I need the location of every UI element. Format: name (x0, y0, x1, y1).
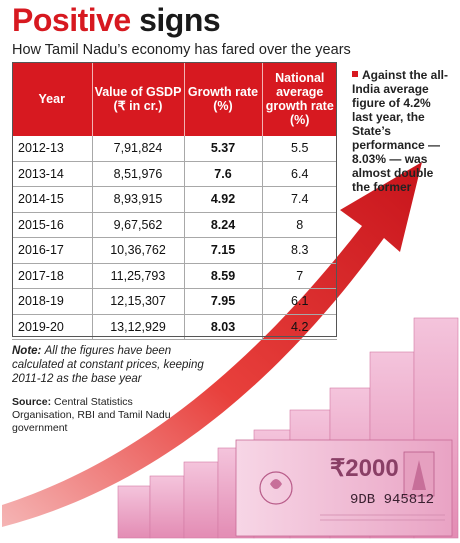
cell-year: 2014-15 (12, 186, 92, 213)
cell-year: 2018-19 (12, 288, 92, 315)
cell-growth: 7.6 (183, 161, 262, 187)
cell-gsdp: 12,15,307 (91, 288, 184, 315)
cell-growth: 8.59 (183, 263, 262, 289)
cell-gsdp: 13,12,929 (91, 314, 184, 340)
table-row: 2019-20 13,12,929 8.03 4.2 (12, 314, 337, 340)
callout-bullet (352, 71, 358, 77)
cell-growth: 5.37 (183, 136, 262, 162)
table-row: 2017-18 11,25,793 8.59 7 (12, 263, 337, 289)
cell-year: 2017-18 (12, 263, 92, 289)
cell-growth: 8.03 (183, 314, 262, 340)
note-label: Note: (12, 345, 42, 357)
callout-body: Against the all-India average figure of … (352, 68, 449, 194)
cell-year: 2016-17 (12, 237, 92, 264)
cell-growth: 7.95 (183, 288, 262, 315)
table-row: 2012-13 7,91,824 5.37 5.5 (12, 136, 337, 162)
cell-growth: 7.15 (183, 237, 262, 264)
cell-year: 2019-20 (12, 314, 92, 340)
cell-gsdp: 9,67,562 (91, 212, 184, 238)
banknote-value: ₹2000 (330, 455, 399, 482)
cell-national: 5.5 (261, 136, 337, 162)
table-row: 2016-17 10,36,762 7.15 8.3 (12, 237, 337, 264)
cell-growth: 8.24 (183, 212, 262, 238)
growth-arrow-icon (2, 162, 422, 527)
cell-year: 2015-16 (12, 212, 92, 238)
title-signs: signs (139, 2, 221, 38)
cell-national: 7 (261, 263, 337, 289)
note-text: All the figures have been calculated at … (12, 345, 204, 385)
gsdp-table: Year Value of GSDP (₹ in cr.) Growth rat… (12, 62, 337, 340)
cell-national: 4.2 (261, 314, 337, 340)
cell-gsdp: 10,36,762 (91, 237, 184, 264)
banknote-serial: 9DB 945812 (350, 492, 434, 508)
banknote-stack-icon (117, 317, 459, 539)
header-national: National average growth rate (%) (261, 62, 337, 136)
title-positive: Positive (12, 2, 131, 38)
table-row: 2014-15 8,93,915 4.92 7.4 (12, 186, 337, 213)
cell-national: 7.4 (261, 186, 337, 213)
cell-growth: 4.92 (183, 186, 262, 213)
footnote: Note: All the figures have been calculat… (12, 344, 217, 386)
callout-text: Against the all-India average figure of … (352, 68, 452, 194)
cell-gsdp: 7,91,824 (91, 136, 184, 162)
cell-national: 8 (261, 212, 337, 238)
table-row: 2013-14 8,51,976 7.6 6.4 (12, 161, 337, 187)
cell-national: 6.4 (261, 161, 337, 187)
table-header-row: Year Value of GSDP (₹ in cr.) Growth rat… (12, 62, 337, 136)
source-credit: Source: Central Statistics Organisation,… (12, 396, 187, 435)
cell-year: 2012-13 (12, 136, 92, 162)
cell-national: 8.3 (261, 237, 337, 264)
cell-gsdp: 11,25,793 (91, 263, 184, 289)
source-text: Central Statistics Organisation, RBI and… (12, 396, 171, 434)
table-row: 2018-19 12,15,307 7.95 6.1 (12, 288, 337, 315)
header-growth: Growth rate (%) (183, 62, 262, 136)
cell-national: 6.1 (261, 288, 337, 315)
cell-year: 2013-14 (12, 161, 92, 187)
source-label: Source: (12, 396, 52, 408)
header-gsdp: Value of GSDP (₹ in cr.) (91, 62, 184, 136)
page-subtitle: How Tamil Nadu’s economy has fared over … (12, 42, 351, 58)
page-title: Positive signs (12, 2, 221, 39)
header-year: Year (12, 62, 92, 136)
cell-gsdp: 8,93,915 (91, 186, 184, 213)
table-row: 2015-16 9,67,562 8.24 8 (12, 212, 337, 238)
cell-gsdp: 8,51,976 (91, 161, 184, 187)
